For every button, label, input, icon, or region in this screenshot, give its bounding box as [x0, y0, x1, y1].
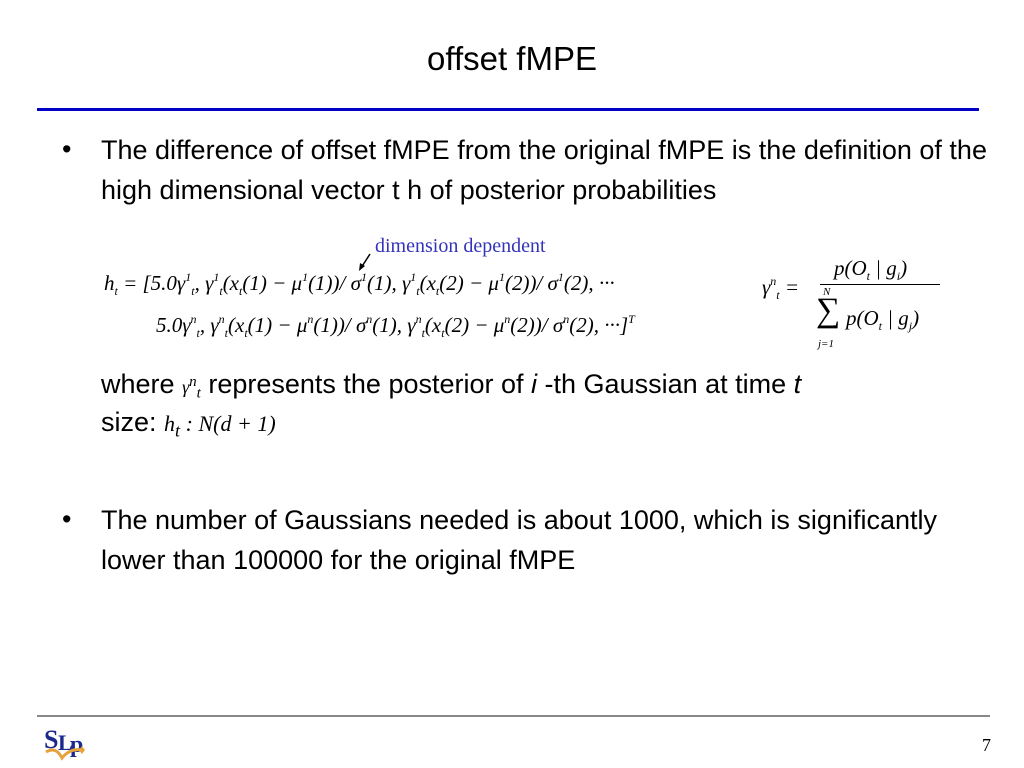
- title-divider: [37, 108, 979, 111]
- bullet-text-1-content: The difference of offset fMPE from the o…: [101, 135, 987, 205]
- size-label: size:: [101, 407, 157, 437]
- size-line: size: ht : N(d + 1): [101, 402, 991, 450]
- bullet-text-2: The number of Gaussians needed is about …: [101, 500, 991, 580]
- sum-lower: j=1: [818, 338, 834, 350]
- where-prefix: where: [101, 369, 175, 399]
- bullet-text-1: The difference of offset fMPE from the o…: [101, 130, 991, 210]
- where-suffix: -th Gaussian at time: [544, 369, 787, 399]
- page-number: 7: [982, 735, 991, 755]
- size-expression: ht : N(d + 1): [164, 411, 276, 441]
- gamma-symbol: γnt: [182, 374, 201, 402]
- where-line: where γnt represents the posterior of i …: [101, 362, 991, 414]
- footer-divider: [37, 715, 990, 717]
- gamma-lhs: γnt =: [762, 274, 800, 302]
- where-t: t: [793, 369, 802, 399]
- slide-title: offset fMPE: [427, 40, 597, 77]
- where-i: i: [531, 369, 538, 399]
- where-middle: represents the posterior of: [208, 369, 524, 399]
- fraction-denominator: p(Ot | gj): [846, 306, 920, 333]
- fraction-numerator: p(Ot | gi): [834, 256, 908, 283]
- slp-logo: S L p: [44, 725, 85, 761]
- sum-upper: N: [823, 286, 831, 298]
- fraction-bar: [820, 284, 940, 285]
- svg-text:L: L: [58, 730, 73, 755]
- annotation-arrow-icon: [359, 253, 371, 271]
- bullet-icon: •: [62, 134, 72, 164]
- svg-text:p: p: [70, 732, 83, 758]
- equation-line-2: 5.0γnt, γnt(xt(1) − μn(1))/ σn(1), γnt(x…: [156, 312, 635, 340]
- bullet-text-2-content: The number of Gaussians needed is about …: [101, 505, 937, 575]
- sum-symbol: ∑: [816, 292, 841, 329]
- equation-line-1: ht = [5.0γ1t, γ1t(xt(1) − μ1(1))/ σ1(1),…: [104, 270, 615, 298]
- annotation-label: dimension dependent: [375, 235, 546, 257]
- svg-text:S: S: [44, 725, 58, 754]
- bullet-icon: •: [62, 504, 72, 534]
